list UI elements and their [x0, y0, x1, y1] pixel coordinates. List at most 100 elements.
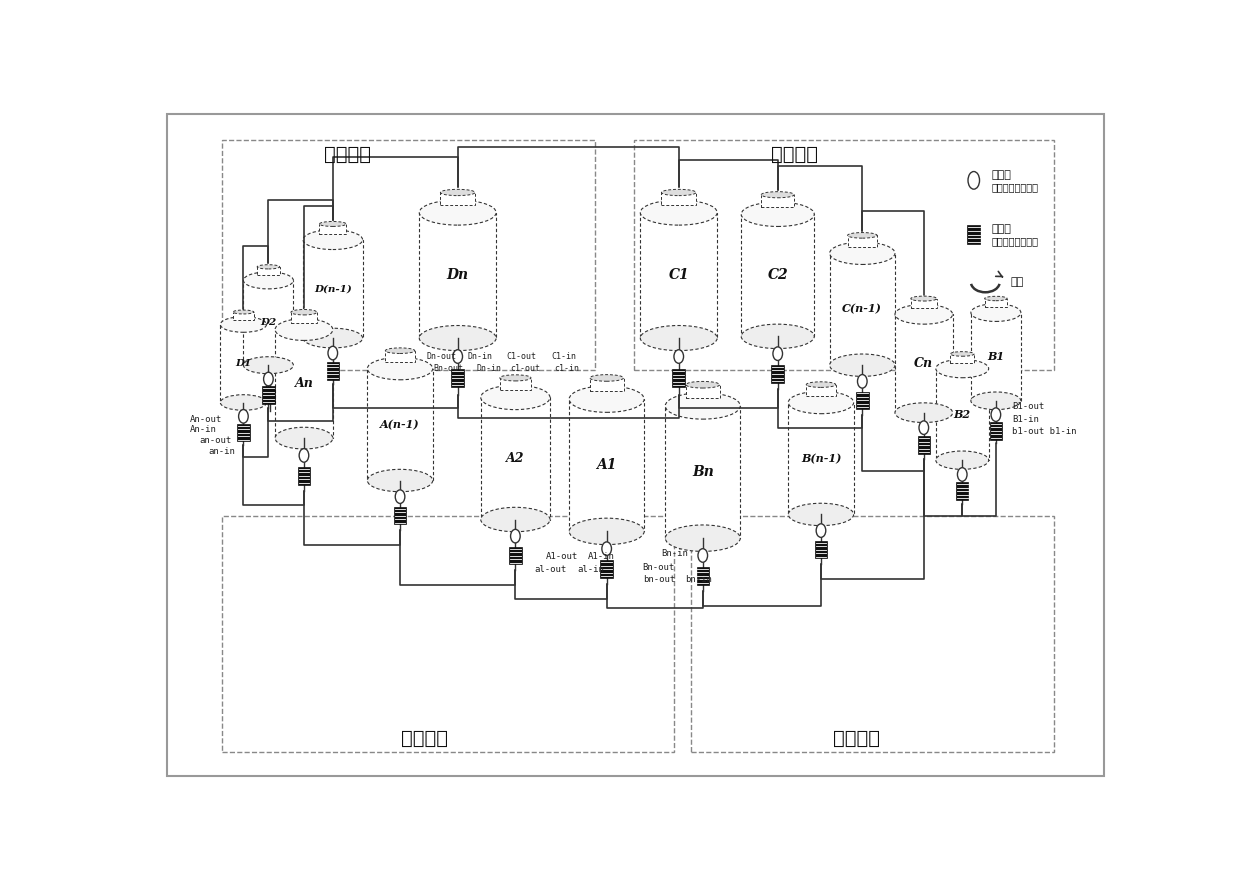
Bar: [291, 312, 317, 323]
Text: C1-in: C1-in: [551, 352, 575, 361]
Ellipse shape: [698, 549, 708, 562]
Ellipse shape: [257, 264, 280, 269]
Ellipse shape: [640, 325, 717, 351]
Ellipse shape: [320, 221, 346, 226]
Text: （随上转盘转动）: （随上转盘转动）: [991, 182, 1038, 192]
Bar: [326, 362, 339, 380]
Ellipse shape: [666, 393, 740, 419]
Bar: [806, 385, 836, 396]
Ellipse shape: [419, 325, 496, 351]
Ellipse shape: [386, 348, 414, 353]
Text: C2: C2: [768, 269, 789, 282]
Bar: [394, 507, 407, 524]
Bar: [697, 567, 709, 585]
Bar: [243, 280, 294, 366]
Ellipse shape: [968, 172, 980, 189]
Bar: [918, 436, 930, 454]
Text: （角度方向固定）: （角度方向固定）: [991, 236, 1038, 247]
Text: C1-out: C1-out: [507, 352, 537, 361]
Ellipse shape: [291, 309, 317, 315]
Text: c1-in: c1-in: [554, 364, 579, 373]
Text: an-out: an-out: [200, 436, 232, 445]
Ellipse shape: [481, 507, 551, 532]
Ellipse shape: [243, 272, 294, 289]
Text: A1-out: A1-out: [546, 552, 578, 561]
Bar: [761, 195, 794, 207]
Ellipse shape: [936, 451, 988, 470]
Text: bn-in: bn-in: [686, 574, 712, 584]
Text: an-in: an-in: [208, 448, 236, 456]
Ellipse shape: [299, 448, 309, 463]
Bar: [419, 212, 496, 338]
Ellipse shape: [367, 470, 433, 492]
Text: D2: D2: [260, 318, 277, 328]
Text: Bn-in: Bn-in: [661, 549, 688, 558]
Text: B1-in: B1-in: [1012, 415, 1039, 424]
Bar: [386, 351, 414, 362]
Text: D(n-1): D(n-1): [314, 285, 352, 293]
Bar: [600, 560, 613, 578]
Text: 串联: 串联: [1011, 278, 1023, 287]
Bar: [451, 369, 464, 387]
Ellipse shape: [830, 242, 895, 264]
Text: B(n-1): B(n-1): [801, 453, 841, 464]
Bar: [481, 397, 551, 520]
Bar: [661, 192, 696, 205]
Ellipse shape: [686, 381, 719, 388]
Ellipse shape: [742, 202, 815, 226]
Bar: [222, 516, 675, 751]
Ellipse shape: [327, 346, 337, 359]
Ellipse shape: [971, 304, 1021, 322]
Text: bn-out: bn-out: [644, 574, 676, 584]
Bar: [303, 240, 362, 338]
Ellipse shape: [453, 350, 463, 363]
Bar: [967, 226, 981, 244]
Ellipse shape: [640, 200, 717, 226]
Bar: [936, 368, 988, 460]
Ellipse shape: [303, 329, 362, 348]
Ellipse shape: [569, 386, 644, 412]
Bar: [320, 224, 346, 233]
Bar: [634, 140, 1054, 370]
Ellipse shape: [590, 374, 624, 381]
Ellipse shape: [569, 518, 644, 544]
Ellipse shape: [895, 403, 952, 423]
Text: Bn-out: Bn-out: [434, 364, 464, 373]
Bar: [590, 378, 624, 391]
Text: D1: D1: [236, 359, 252, 368]
Text: Dn-in: Dn-in: [467, 352, 492, 361]
Bar: [856, 391, 868, 409]
Ellipse shape: [789, 503, 853, 526]
Text: An: An: [295, 377, 314, 390]
Ellipse shape: [858, 374, 867, 389]
Ellipse shape: [919, 421, 929, 434]
Ellipse shape: [830, 354, 895, 376]
Ellipse shape: [806, 381, 836, 388]
Bar: [950, 354, 975, 363]
Text: 固定阀: 固定阀: [991, 170, 1011, 180]
Text: 活动阀: 活动阀: [991, 224, 1011, 234]
Bar: [971, 313, 1021, 401]
Text: Bn-out: Bn-out: [642, 562, 675, 572]
Ellipse shape: [367, 358, 433, 380]
Bar: [911, 299, 936, 308]
Bar: [771, 366, 784, 383]
Bar: [440, 192, 475, 205]
Bar: [956, 483, 968, 500]
Bar: [510, 547, 522, 565]
Bar: [257, 267, 280, 275]
Bar: [666, 406, 740, 538]
Text: c1-out: c1-out: [511, 364, 541, 373]
Text: C(n-1): C(n-1): [842, 304, 882, 315]
Text: B2: B2: [954, 409, 971, 420]
Text: Dn: Dn: [446, 269, 469, 282]
Bar: [672, 369, 684, 387]
Bar: [233, 312, 254, 320]
Ellipse shape: [481, 385, 551, 410]
Bar: [742, 214, 815, 337]
Text: 吸附过程: 吸附过程: [401, 729, 448, 747]
Bar: [500, 378, 531, 390]
Ellipse shape: [233, 310, 254, 314]
Text: A(n-1): A(n-1): [381, 419, 420, 430]
Text: A1-in: A1-in: [588, 552, 614, 561]
